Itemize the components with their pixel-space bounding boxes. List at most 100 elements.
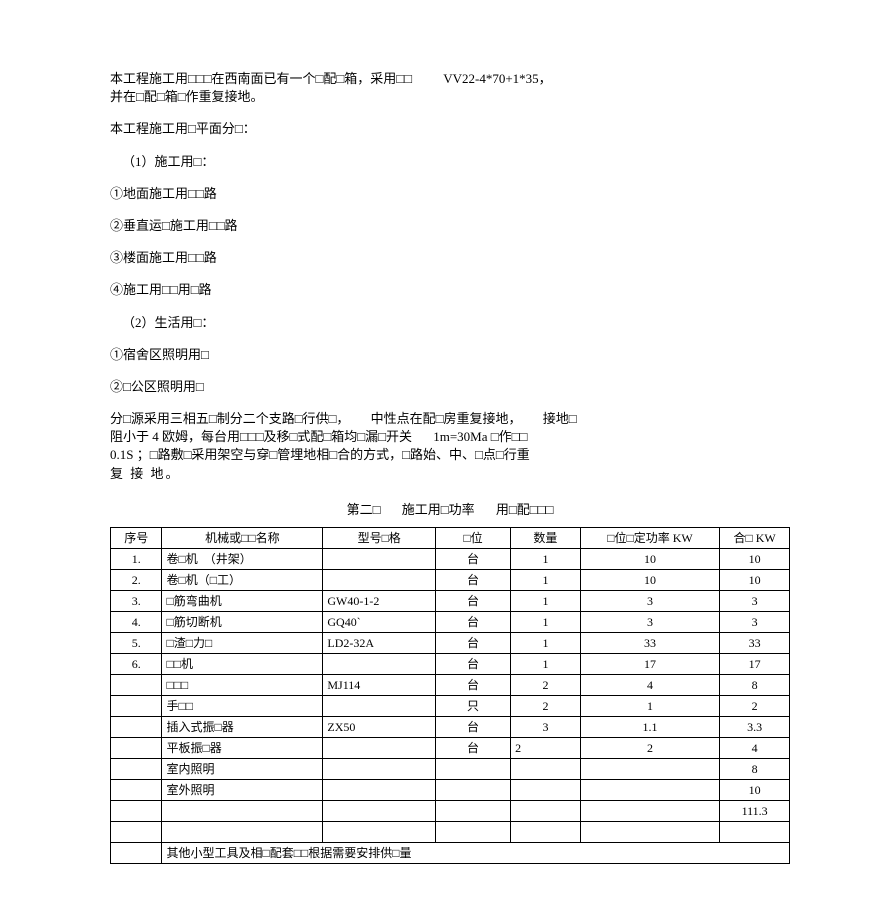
table-cell	[580, 801, 719, 822]
title3: 用□配□□□	[496, 502, 553, 517]
table-cell: 8	[720, 759, 790, 780]
table-cell: 4.	[111, 612, 162, 633]
table-cell	[580, 822, 719, 843]
table-cell	[111, 759, 162, 780]
title2: 施工用□功率	[402, 502, 475, 517]
p14: 复 接 地。	[110, 466, 181, 481]
table-cell: MJ114	[323, 675, 436, 696]
table-cell: 1	[511, 591, 581, 612]
table-cell: 1	[580, 696, 719, 717]
table-cell	[436, 759, 511, 780]
table-cell	[111, 843, 162, 864]
table-cell: 3	[720, 612, 790, 633]
table-cell: □□□	[162, 675, 323, 696]
table-cell: 2	[511, 675, 581, 696]
table-cell	[511, 822, 581, 843]
p3: （1）施工用□：	[122, 153, 790, 171]
table-cell	[111, 780, 162, 801]
th-name: 机械或□□名称	[162, 528, 323, 549]
table-cell: 8	[720, 675, 790, 696]
table-row: □□□MJ114台248	[111, 675, 790, 696]
table-cell: 10	[720, 780, 790, 801]
table-row: 室内照明8	[111, 759, 790, 780]
table-cell	[511, 801, 581, 822]
table-row	[111, 822, 790, 843]
table-cell	[111, 801, 162, 822]
table-cell: □渣□力□	[162, 633, 323, 654]
power-table: 序号 机械或□□名称 型号□格 □位 数量 □位□定功率 KW 合□ KW 1.…	[110, 527, 790, 864]
table-cell: 5.	[111, 633, 162, 654]
table-cell: 4	[580, 675, 719, 696]
table-cell	[162, 801, 323, 822]
table-cell: 台	[436, 591, 511, 612]
table-cell	[111, 675, 162, 696]
table-cell	[323, 549, 436, 570]
table-cell: 3.	[111, 591, 162, 612]
table-cell	[111, 822, 162, 843]
table-cell: 3	[720, 591, 790, 612]
table-cell: 台	[436, 675, 511, 696]
table-row: 1.卷□机 （井架）台11010	[111, 549, 790, 570]
table-cell	[436, 801, 511, 822]
p2: 本工程施工用□平面分□：	[110, 120, 790, 138]
table-row: 6.□□机台11717	[111, 654, 790, 675]
p13: 0.1S ；□路敷□采用架空与穿□管埋地相□合的方式，□路始、中、□点□行重	[110, 447, 530, 462]
table-cell: 6.	[111, 654, 162, 675]
table-cell	[511, 780, 581, 801]
table-cell: GW40-1-2	[323, 591, 436, 612]
table-cell	[436, 822, 511, 843]
table-cell: 3	[580, 591, 719, 612]
th-model: 型号□格	[323, 528, 436, 549]
table-cell: 卷□机（□工）	[162, 570, 323, 591]
table-cell: 台	[436, 738, 511, 759]
th-seq: 序号	[111, 528, 162, 549]
table-cell	[720, 822, 790, 843]
table-row: 手□□只212	[111, 696, 790, 717]
p11c: 接地□	[543, 410, 577, 428]
table-cell: □筋切断机	[162, 612, 323, 633]
table-row: 3.□筋弯曲机GW40-1-2台133	[111, 591, 790, 612]
table-row: 插入式振□器ZX50台31.13.3	[111, 717, 790, 738]
table-cell	[323, 822, 436, 843]
table-cell: 1	[511, 570, 581, 591]
table-cell: 17	[580, 654, 719, 675]
p6: ③楼面施工用□□路	[110, 249, 790, 267]
th-power: □位□定功率 KW	[580, 528, 719, 549]
table-cell: 插入式振□器	[162, 717, 323, 738]
table-cell	[323, 780, 436, 801]
table-row: 111.3	[111, 801, 790, 822]
p7: ④施工用□□用□路	[110, 281, 790, 299]
table-cell: 10	[720, 570, 790, 591]
table-cell: 3	[511, 717, 581, 738]
p11a: 分□源采用三相五□制分二个支路□行供□，	[110, 411, 349, 426]
p4: ①地面施工用□□路	[110, 185, 790, 203]
p12a: 阻小于 4 欧姆，每台用□□□及移□式配□箱均□漏□开关	[110, 429, 412, 444]
table-cell: 33	[580, 633, 719, 654]
table-cell	[323, 801, 436, 822]
th-sum: 合□ KW	[720, 528, 790, 549]
section-title: 第二□ 施工用□功率 用□配□□□	[110, 501, 790, 519]
table-row: 室外照明10	[111, 780, 790, 801]
table-cell: 3.3	[720, 717, 790, 738]
table-cell: 台	[436, 612, 511, 633]
table-row: 平板振□器台224	[111, 738, 790, 759]
table-cell: 1	[511, 633, 581, 654]
table-cell: 1	[511, 549, 581, 570]
table-cell	[580, 759, 719, 780]
table-cell: 2	[580, 738, 719, 759]
table-cell: 17	[720, 654, 790, 675]
table-cell	[323, 654, 436, 675]
p1b: VV22-4*70+1*35，	[443, 70, 551, 88]
table-cell: 111.3	[720, 801, 790, 822]
p9: ①宿舍区照明用□	[110, 346, 790, 364]
table-cell: 台	[436, 633, 511, 654]
table-cell: 1	[511, 654, 581, 675]
table-row: 5.□渣□力□LD2-32A台13333	[111, 633, 790, 654]
table-cell: LD2-32A	[323, 633, 436, 654]
table-cell: 1	[511, 612, 581, 633]
table-cell	[111, 696, 162, 717]
table-cell: GQ40`	[323, 612, 436, 633]
title1: 第二□	[347, 502, 381, 517]
p1a: 本工程施工用□□□在西南面已有一个□配□箱，采用□□	[110, 71, 412, 86]
p12b: 1m=30Ma □作□□	[433, 428, 527, 446]
